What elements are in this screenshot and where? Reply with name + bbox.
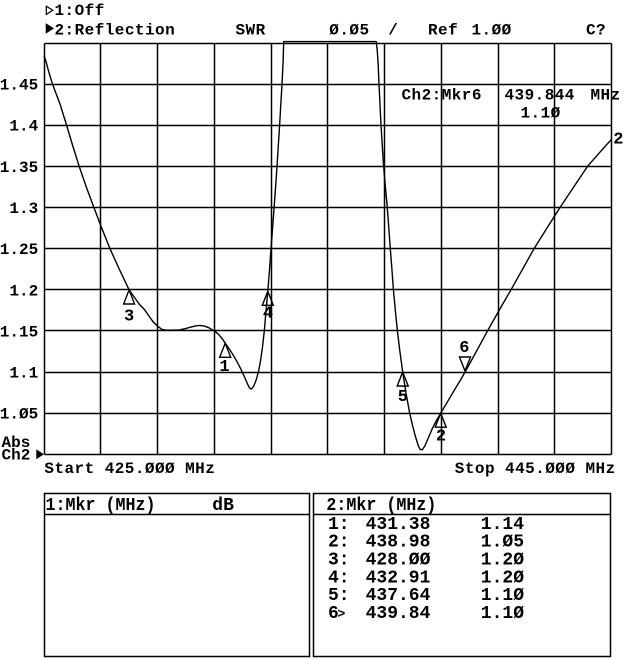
- svg-text:1.Ø5: 1.Ø5: [481, 533, 524, 553]
- svg-text:1.1Ø: 1.1Ø: [481, 604, 524, 624]
- svg-text:Ø.Ø5: Ø.Ø5: [329, 21, 369, 39]
- svg-text:1:: 1:: [328, 515, 350, 535]
- svg-text:431.38: 431.38: [366, 515, 431, 535]
- svg-text:2: 2: [613, 131, 623, 150]
- svg-text:1.1Ø: 1.1Ø: [521, 105, 561, 123]
- svg-text:2:Reflection: 2:Reflection: [55, 21, 176, 39]
- svg-text:Stop 445.ØØØ MHz: Stop 445.ØØØ MHz: [455, 460, 616, 478]
- svg-text:6: 6: [459, 339, 469, 358]
- svg-text:3: 3: [124, 307, 134, 326]
- svg-text:SWR: SWR: [236, 21, 266, 39]
- svg-text:1.4: 1.4: [9, 118, 38, 136]
- svg-text:5: 5: [398, 388, 408, 407]
- svg-text:4: 4: [263, 305, 273, 324]
- svg-text:Start 425.ØØØ MHz: Start 425.ØØØ MHz: [44, 460, 215, 478]
- svg-text:/: /: [388, 21, 398, 39]
- svg-text:Ref: Ref: [428, 21, 458, 39]
- svg-text:>: >: [338, 606, 346, 621]
- svg-text:3:: 3:: [328, 551, 350, 571]
- svg-text:Ch2: Ch2: [2, 446, 31, 464]
- svg-text:1.1: 1.1: [9, 365, 38, 383]
- svg-text:C?: C?: [586, 21, 606, 39]
- svg-text:1.3: 1.3: [9, 200, 38, 218]
- svg-text:428.ØØ: 428.ØØ: [366, 551, 431, 571]
- svg-text:1.35: 1.35: [0, 159, 38, 177]
- svg-text:2:Mkr (MHz): 2:Mkr (MHz): [326, 496, 436, 516]
- svg-text:437.64: 437.64: [366, 586, 431, 606]
- svg-text:439.84: 439.84: [366, 604, 431, 624]
- svg-text:6: 6: [328, 604, 339, 624]
- svg-text:2: 2: [436, 427, 446, 446]
- svg-text:5:: 5:: [328, 586, 350, 606]
- svg-text:1.2: 1.2: [9, 282, 38, 300]
- svg-text:2:: 2:: [328, 533, 350, 553]
- svg-text:MHz: MHz: [591, 87, 621, 105]
- svg-text:1.45: 1.45: [0, 77, 38, 95]
- svg-text:1.25: 1.25: [0, 241, 38, 259]
- svg-text:Ch2:Mkr6: Ch2:Mkr6: [402, 87, 482, 105]
- svg-text:4:: 4:: [328, 568, 350, 588]
- svg-text:432.91: 432.91: [366, 568, 431, 588]
- svg-text:dB: dB: [212, 496, 234, 516]
- svg-text:1.ØØ: 1.ØØ: [472, 21, 512, 39]
- svg-text:438.98: 438.98: [366, 533, 431, 553]
- svg-text:1.1Ø: 1.1Ø: [481, 586, 524, 606]
- svg-text:1.15: 1.15: [0, 323, 38, 341]
- svg-text:1:Mkr (MHz): 1:Mkr (MHz): [46, 496, 156, 516]
- svg-text:Abs: Abs: [2, 434, 31, 452]
- svg-text:1.14: 1.14: [481, 515, 524, 535]
- svg-text:1.2Ø: 1.2Ø: [481, 551, 524, 571]
- svg-text:439.844: 439.844: [505, 87, 575, 105]
- svg-text:1.2Ø: 1.2Ø: [481, 568, 524, 588]
- svg-text:1: 1: [219, 358, 229, 377]
- svg-text:1:Off: 1:Off: [55, 2, 105, 20]
- svg-text:1.Ø5: 1.Ø5: [0, 406, 38, 424]
